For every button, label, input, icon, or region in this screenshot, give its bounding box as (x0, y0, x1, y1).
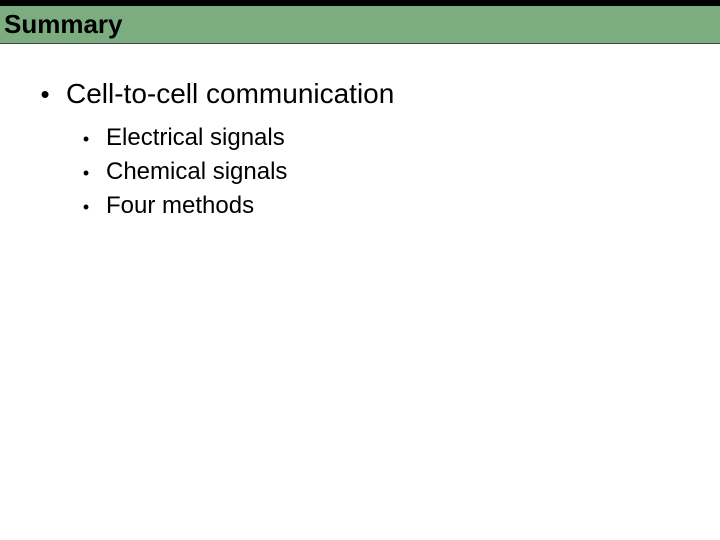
sub-item-label: Four methods (106, 192, 254, 220)
slide-content: • Cell-to-cell communication • Electrica… (0, 44, 720, 220)
list-item: • Cell-to-cell communication (30, 78, 690, 110)
sub-item-label: Electrical signals (106, 124, 285, 152)
main-bullet-list: • Cell-to-cell communication • Electrica… (30, 78, 690, 220)
bullet-icon: • (72, 129, 100, 150)
list-item: • Chemical signals (72, 158, 690, 186)
slide-header: Summary (0, 0, 720, 44)
sub-bullet-list: • Electrical signals • Chemical signals … (72, 124, 690, 220)
list-item: • Electrical signals (72, 124, 690, 152)
bullet-icon: • (72, 163, 100, 184)
sub-item-label: Chemical signals (106, 158, 287, 186)
bullet-icon: • (72, 197, 100, 218)
main-item-label: Cell-to-cell communication (66, 78, 394, 110)
list-item: • Four methods (72, 192, 690, 220)
bullet-icon: • (30, 79, 60, 110)
slide-title: Summary (4, 9, 123, 40)
